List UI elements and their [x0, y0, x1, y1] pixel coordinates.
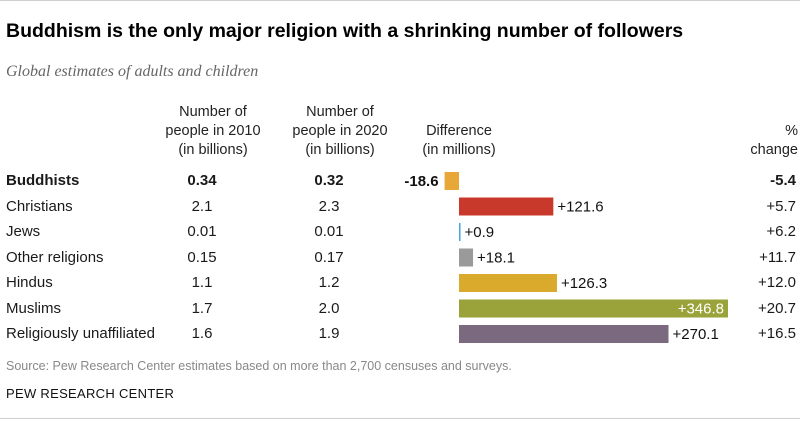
- top-rule: [0, 0, 800, 1]
- difference-bar: [459, 197, 554, 216]
- difference-label: -18.6: [404, 173, 438, 190]
- pct-change: +6.2: [766, 223, 796, 240]
- row-label: Muslims: [6, 299, 61, 317]
- bottom-rule: [0, 418, 800, 419]
- value-2010: 0.15: [187, 248, 217, 266]
- difference-label: +126.3: [561, 275, 607, 292]
- chart-title: Buddhism is the only major religion with…: [6, 20, 684, 42]
- value-2010: 0.34: [187, 172, 217, 189]
- difference-label: +121.6: [557, 199, 603, 216]
- header-2010: Number of people in 2010 (in billions): [165, 104, 261, 158]
- row-label: Jews: [6, 223, 41, 240]
- row-label: Religiously unaffiliated: [6, 325, 155, 342]
- pct-change: +12.0: [758, 274, 796, 291]
- value-2010: 2.1: [191, 197, 213, 215]
- difference-bar: [459, 299, 728, 318]
- pct-change: -5.4: [770, 172, 796, 189]
- value-2010: 1.6: [191, 325, 213, 342]
- difference-bar: [444, 172, 459, 190]
- difference-bar: [459, 223, 461, 241]
- pct-change: +5.7: [766, 197, 796, 215]
- difference-bar: [459, 325, 669, 343]
- row-label: Buddhists: [6, 172, 80, 189]
- difference-label: +346.8: [678, 301, 724, 318]
- value-2020: 0.01: [314, 223, 344, 240]
- pct-change: +16.5: [758, 325, 796, 342]
- value-2020: 1.9: [318, 325, 340, 342]
- value-2010: 1.1: [191, 274, 213, 291]
- pct-change: +11.7: [759, 248, 796, 266]
- value-2020: 0.17: [314, 248, 344, 266]
- difference-label: +18.1: [477, 250, 515, 267]
- pct-change: +20.7: [758, 299, 796, 317]
- publisher-brand: PEW RESEARCH CENTER: [6, 386, 175, 401]
- source-note: Source: Pew Research Center estimates ba…: [6, 359, 512, 373]
- header-pct-change: % change: [750, 123, 798, 158]
- row-label: Christians: [6, 197, 73, 215]
- header-difference: Difference (in millions): [422, 123, 496, 158]
- value-2020: 2.3: [318, 197, 340, 215]
- row-label: Other religions: [6, 248, 104, 266]
- header-2020: Number of people in 2020 (in billions): [292, 104, 388, 158]
- difference-bar: [459, 248, 474, 267]
- chart-subtitle: Global estimates of adults and children: [6, 63, 259, 80]
- value-2010: 0.01: [187, 223, 217, 240]
- row-label: Hindus: [6, 274, 53, 291]
- difference-label: +270.1: [673, 326, 719, 343]
- value-2020: 0.32: [314, 172, 344, 189]
- value-2010: 1.7: [191, 299, 213, 317]
- difference-label: +0.9: [465, 224, 495, 241]
- value-2020: 1.2: [318, 274, 340, 291]
- value-2020: 2.0: [318, 299, 340, 317]
- difference-bar: [459, 274, 557, 292]
